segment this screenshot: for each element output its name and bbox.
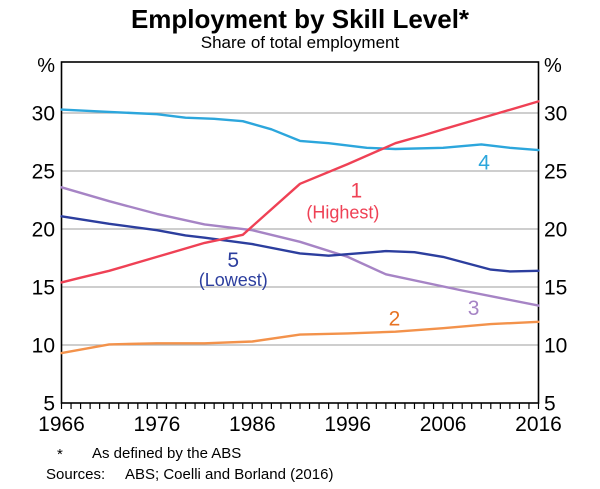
- y-tick-label-right-10: 10: [544, 335, 567, 358]
- series-label-3: 3: [468, 297, 480, 320]
- footnote-marker: *: [57, 446, 63, 463]
- footnote-text: As defined by the ABS: [92, 445, 242, 462]
- series-label-2: 2: [389, 307, 401, 330]
- sources-text: ABS; Coelli and Borland (2016): [125, 466, 334, 483]
- y-tick-label-left-30: 30: [32, 103, 55, 126]
- series-label-lowest: (Lowest): [199, 270, 268, 290]
- sources-label: Sources:: [46, 466, 106, 483]
- x-tick-label-1976: 1976: [134, 413, 181, 436]
- chart-subtitle: Share of total employment: [200, 33, 400, 52]
- y-tick-label-right-15: 15: [544, 277, 567, 300]
- series-line-1: [60, 100, 540, 284]
- series-label-5: 5: [227, 249, 239, 272]
- series-line-2: [60, 320, 540, 355]
- unit-label-left: %: [37, 55, 55, 77]
- series-label-1: 1: [350, 180, 362, 203]
- x-tick-label-1986: 1986: [229, 413, 276, 436]
- y-tick-label-right-20: 20: [544, 219, 567, 242]
- y-tick-label-left-5: 5: [43, 393, 55, 416]
- x-tick-label-2006: 2006: [420, 413, 467, 436]
- y-tick-label-right-25: 25: [544, 161, 567, 184]
- chart-title: Employment by Skill Level*: [130, 4, 470, 34]
- y-tick-label-left-10: 10: [32, 335, 55, 358]
- unit-label-right: %: [544, 55, 562, 77]
- y-tick-label-right-30: 30: [544, 103, 567, 126]
- y-tick-label-left-25: 25: [32, 161, 55, 184]
- x-tick-label-1966: 1966: [38, 413, 85, 436]
- x-tick-label-1996: 1996: [324, 413, 371, 436]
- y-tick-label-left-15: 15: [32, 277, 55, 300]
- y-tick-label-right-5: 5: [544, 393, 556, 416]
- series-label-highest: (Highest): [306, 203, 379, 223]
- y-tick-label-left-20: 20: [32, 219, 55, 242]
- series-label-4: 4: [478, 151, 490, 174]
- series-line-3: [60, 186, 540, 307]
- x-tick-label-2016: 2016: [515, 413, 562, 436]
- series-line-4: [60, 108, 540, 152]
- series-line-5: [60, 215, 540, 273]
